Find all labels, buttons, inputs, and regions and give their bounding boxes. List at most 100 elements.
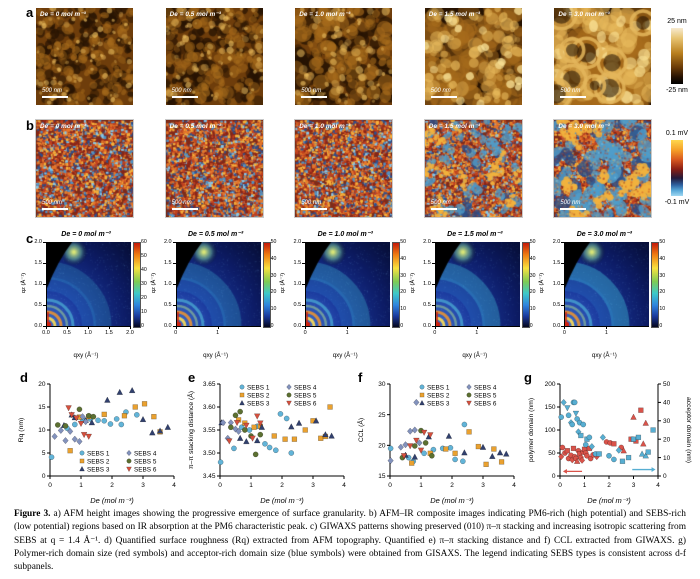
y-tick (561, 305, 565, 306)
scalebar-label: 500 nm (430, 200, 451, 206)
data-point (587, 455, 594, 462)
x-tick-label: 0 (303, 330, 307, 336)
ir-colorbar-min-label: -0.1 mV (664, 199, 690, 206)
data-point (573, 457, 581, 464)
x-tick (67, 326, 68, 329)
data-point (252, 451, 259, 458)
data-point (79, 413, 86, 421)
y2-tick-label: 30 (663, 418, 671, 425)
data-point (54, 422, 61, 428)
legend-label: SEBS 3 (247, 400, 270, 407)
y-tick-label: 10 (38, 427, 46, 434)
colorbar-tick-label: 40 (529, 255, 536, 262)
scalebar-line (430, 95, 457, 98)
y-tick (302, 242, 306, 243)
data-point (642, 419, 650, 426)
ir-colorbar: 0.1 mV -0.1 mV (654, 130, 700, 206)
legend-label: SEBS 2 (427, 392, 450, 399)
y-tick-label: 2.0 (34, 239, 42, 245)
scalebar-line (171, 207, 198, 210)
x-tick-label: 2 (607, 482, 611, 489)
data-point (243, 422, 250, 430)
data-point (630, 436, 637, 442)
data-point (286, 383, 292, 391)
data-point (327, 404, 333, 410)
y-axis-label: polymer domain (nm) (528, 398, 535, 462)
data-point (420, 429, 428, 437)
x-tick (606, 326, 608, 329)
colorbar-tick-label: 50 (400, 239, 406, 245)
data-point (151, 414, 157, 420)
y2-tick-label: 50 (663, 381, 671, 388)
x-tick (347, 326, 349, 329)
x-tick-label: 1 (249, 482, 253, 489)
y2-tick-label: 40 (663, 400, 671, 407)
data-point (496, 449, 504, 456)
data-point (241, 427, 248, 433)
x-axis-label: De (mol m⁻³) (430, 496, 474, 505)
y-tick-label: 1.5 (423, 260, 431, 266)
panel-title: De = 0 mol m⁻³ (40, 11, 86, 18)
afm-height-row: De = 0 mol m⁻³ 500 nm De = 0.5 mol m⁻³ 500 … (20, 6, 668, 114)
data-point (611, 441, 617, 447)
data-point (67, 448, 73, 454)
y-tick-label: 1.0 (293, 281, 302, 287)
afm-image: De = 0 mol m⁻³ 500 nm (36, 8, 133, 105)
x-tick-label: 1 (216, 330, 220, 336)
y-axis-label: Rq (nm) (18, 418, 25, 443)
legend-label: SEBS 4 (294, 384, 317, 391)
data-point (288, 450, 295, 456)
x-axis-label: qxy (Å⁻¹) (73, 352, 99, 359)
ir-image: De = 3.0 mol m⁻³ 500 nm (553, 119, 653, 218)
y-tick (561, 263, 565, 264)
colorbar (392, 242, 401, 328)
y-tick-label: 1.0 (163, 281, 172, 287)
data-point (65, 405, 72, 412)
data-point (466, 383, 472, 391)
data-point (283, 415, 290, 422)
panel-title: De = 0.5 mol m⁻³ (187, 231, 244, 238)
data-point (126, 449, 132, 457)
afm-panel-3: De = 1.5 mol m⁻³ 500 nm (409, 6, 539, 116)
data-point (638, 450, 646, 457)
x-tick-label: 0.0 (42, 330, 50, 336)
y-axis-label: CCL (Å) (356, 418, 365, 442)
data-point (277, 411, 284, 417)
y-tick-label: 3.60 (203, 404, 216, 411)
afm-colorbar-gradient (671, 28, 683, 84)
afm-image: De = 3.0 mol m⁻³ 500 nm (554, 8, 652, 105)
data-point (107, 421, 114, 427)
colorbar-tick-label: 20 (141, 295, 147, 301)
data-point (231, 445, 237, 452)
afm-panel-1: De = 0.5 mol m⁻³ 500 nm (150, 6, 280, 116)
giwaxs-pattern (435, 242, 520, 326)
y-tick-label: 15 (38, 404, 46, 411)
data-point (118, 421, 125, 428)
panel-letter-b: b (26, 118, 34, 133)
x-axis-label: De (mol m⁻³) (90, 496, 134, 505)
data-point (286, 400, 292, 407)
x-tick-label: 1 (475, 330, 479, 336)
y-tick-label: 200 (545, 381, 556, 388)
ir-colorbar-gradient (671, 140, 683, 196)
data-point (429, 452, 435, 459)
data-point (443, 446, 449, 452)
data-point (85, 412, 92, 419)
x-tick (130, 326, 131, 329)
x-tick-label: 1 (79, 482, 83, 489)
colorbar-tick-label: 40 (270, 255, 277, 262)
y2-axis-label: acceptor domain (nm) (685, 397, 692, 463)
y-tick (43, 326, 46, 327)
ir-panel-0: De = 0 mol m⁻³ 500 nm (20, 118, 150, 228)
figure-caption: Figure 3. a) AFM height images showing t… (14, 508, 686, 575)
data-point (625, 454, 632, 461)
x-tick-label: 3 (632, 482, 636, 489)
y-tick (43, 263, 46, 264)
y-tick (561, 326, 565, 327)
y-tick (431, 305, 435, 306)
y-tick-label: 0.5 (34, 302, 42, 308)
data-point (62, 437, 69, 445)
colorbar-tick-label: 0 (529, 323, 533, 329)
data-point (570, 445, 577, 452)
